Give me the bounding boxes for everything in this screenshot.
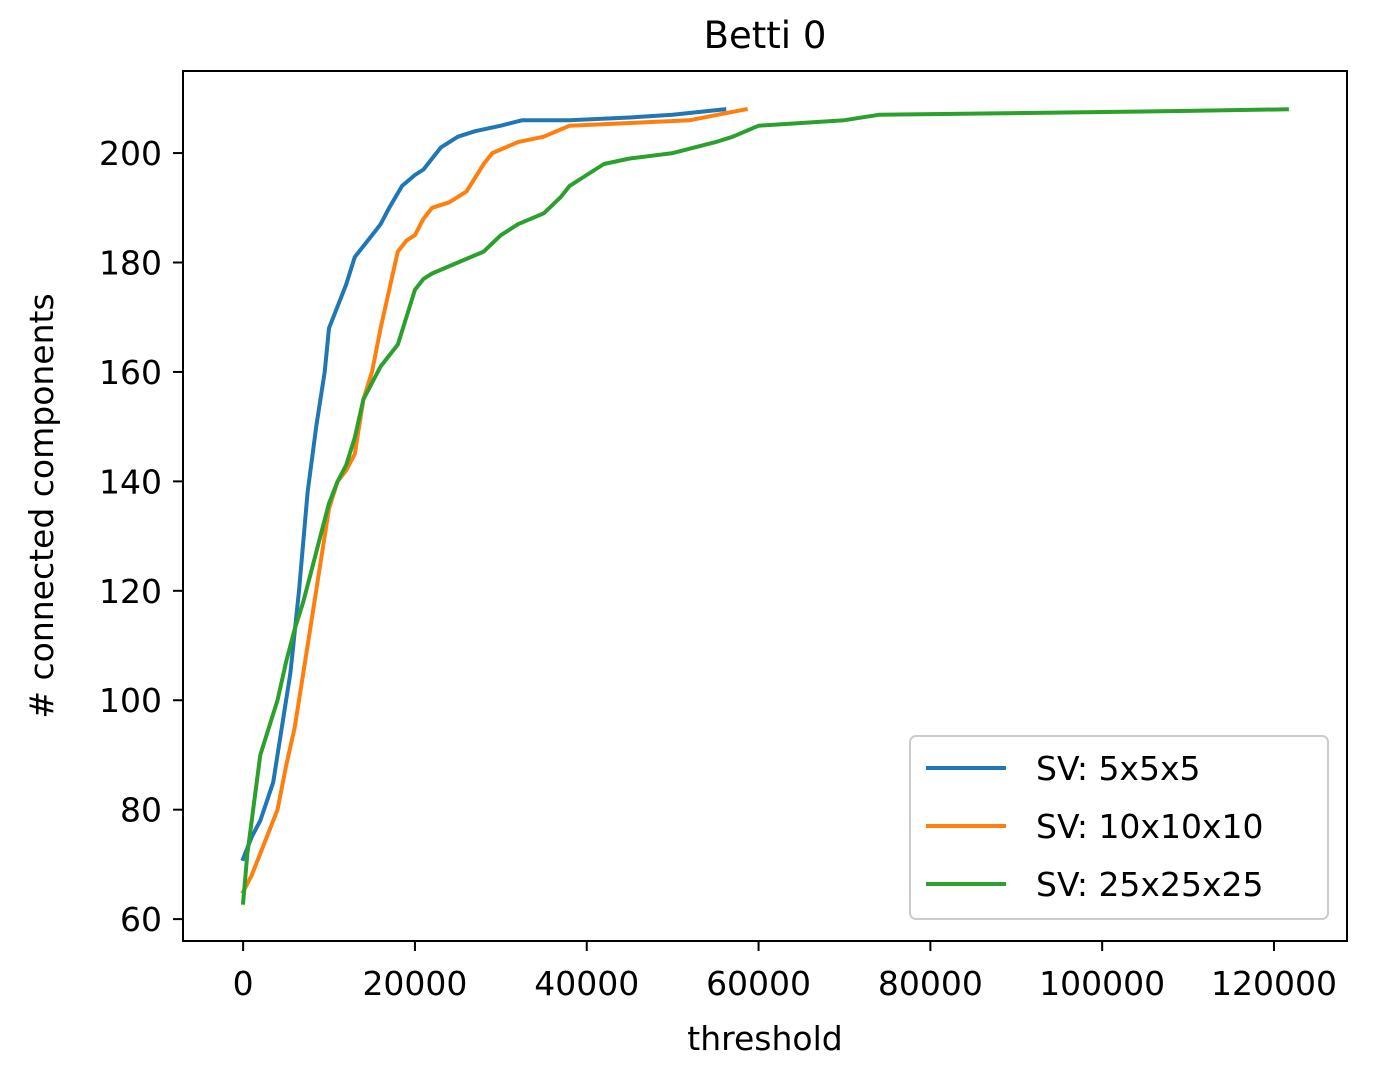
y-tick-label: 160 <box>99 353 162 392</box>
y-tick-label: 140 <box>99 462 162 501</box>
x-tick-label: 20000 <box>362 964 467 1003</box>
y-axis-ticks: 60 80 100 120 140 160 180 200 <box>99 134 183 939</box>
y-tick-label: 100 <box>99 681 162 720</box>
legend-label-1: SV: 5x5x5 <box>1036 749 1200 788</box>
y-tick-label: 60 <box>120 900 162 939</box>
series-line-2 <box>240 106 749 895</box>
y-axis-label: # connected components <box>22 293 61 718</box>
x-tick-label: 80000 <box>878 964 983 1003</box>
legend-label-2: SV: 10x10x10 <box>1036 807 1263 846</box>
x-tick-label: 120000 <box>1211 964 1337 1003</box>
series-line-3 <box>240 107 1289 905</box>
x-axis-label: threshold <box>687 1019 842 1058</box>
chart-title: Betti 0 <box>704 14 827 57</box>
plot-frame <box>182 70 1348 942</box>
y-tick-label: 200 <box>99 134 162 173</box>
legend-label-3: SV: 25x25x25 <box>1036 865 1263 904</box>
series-line-1 <box>240 107 727 862</box>
legend: SV: 5x5x5 SV: 10x10x10 SV: 25x25x25 <box>909 735 1329 920</box>
x-tick-label: 100000 <box>1039 964 1165 1003</box>
x-tick-label: 60000 <box>706 964 811 1003</box>
x-tick-label: 0 <box>233 964 254 1003</box>
y-tick-label: 80 <box>120 791 162 830</box>
x-axis-ticks: 0 20000 40000 60000 80000 100000 120000 <box>233 941 1337 1003</box>
plot-lines <box>240 106 1289 905</box>
y-tick-label: 120 <box>99 572 162 611</box>
y-tick-label: 180 <box>99 244 162 283</box>
x-tick-label: 40000 <box>534 964 639 1003</box>
legend-box <box>909 735 1329 920</box>
